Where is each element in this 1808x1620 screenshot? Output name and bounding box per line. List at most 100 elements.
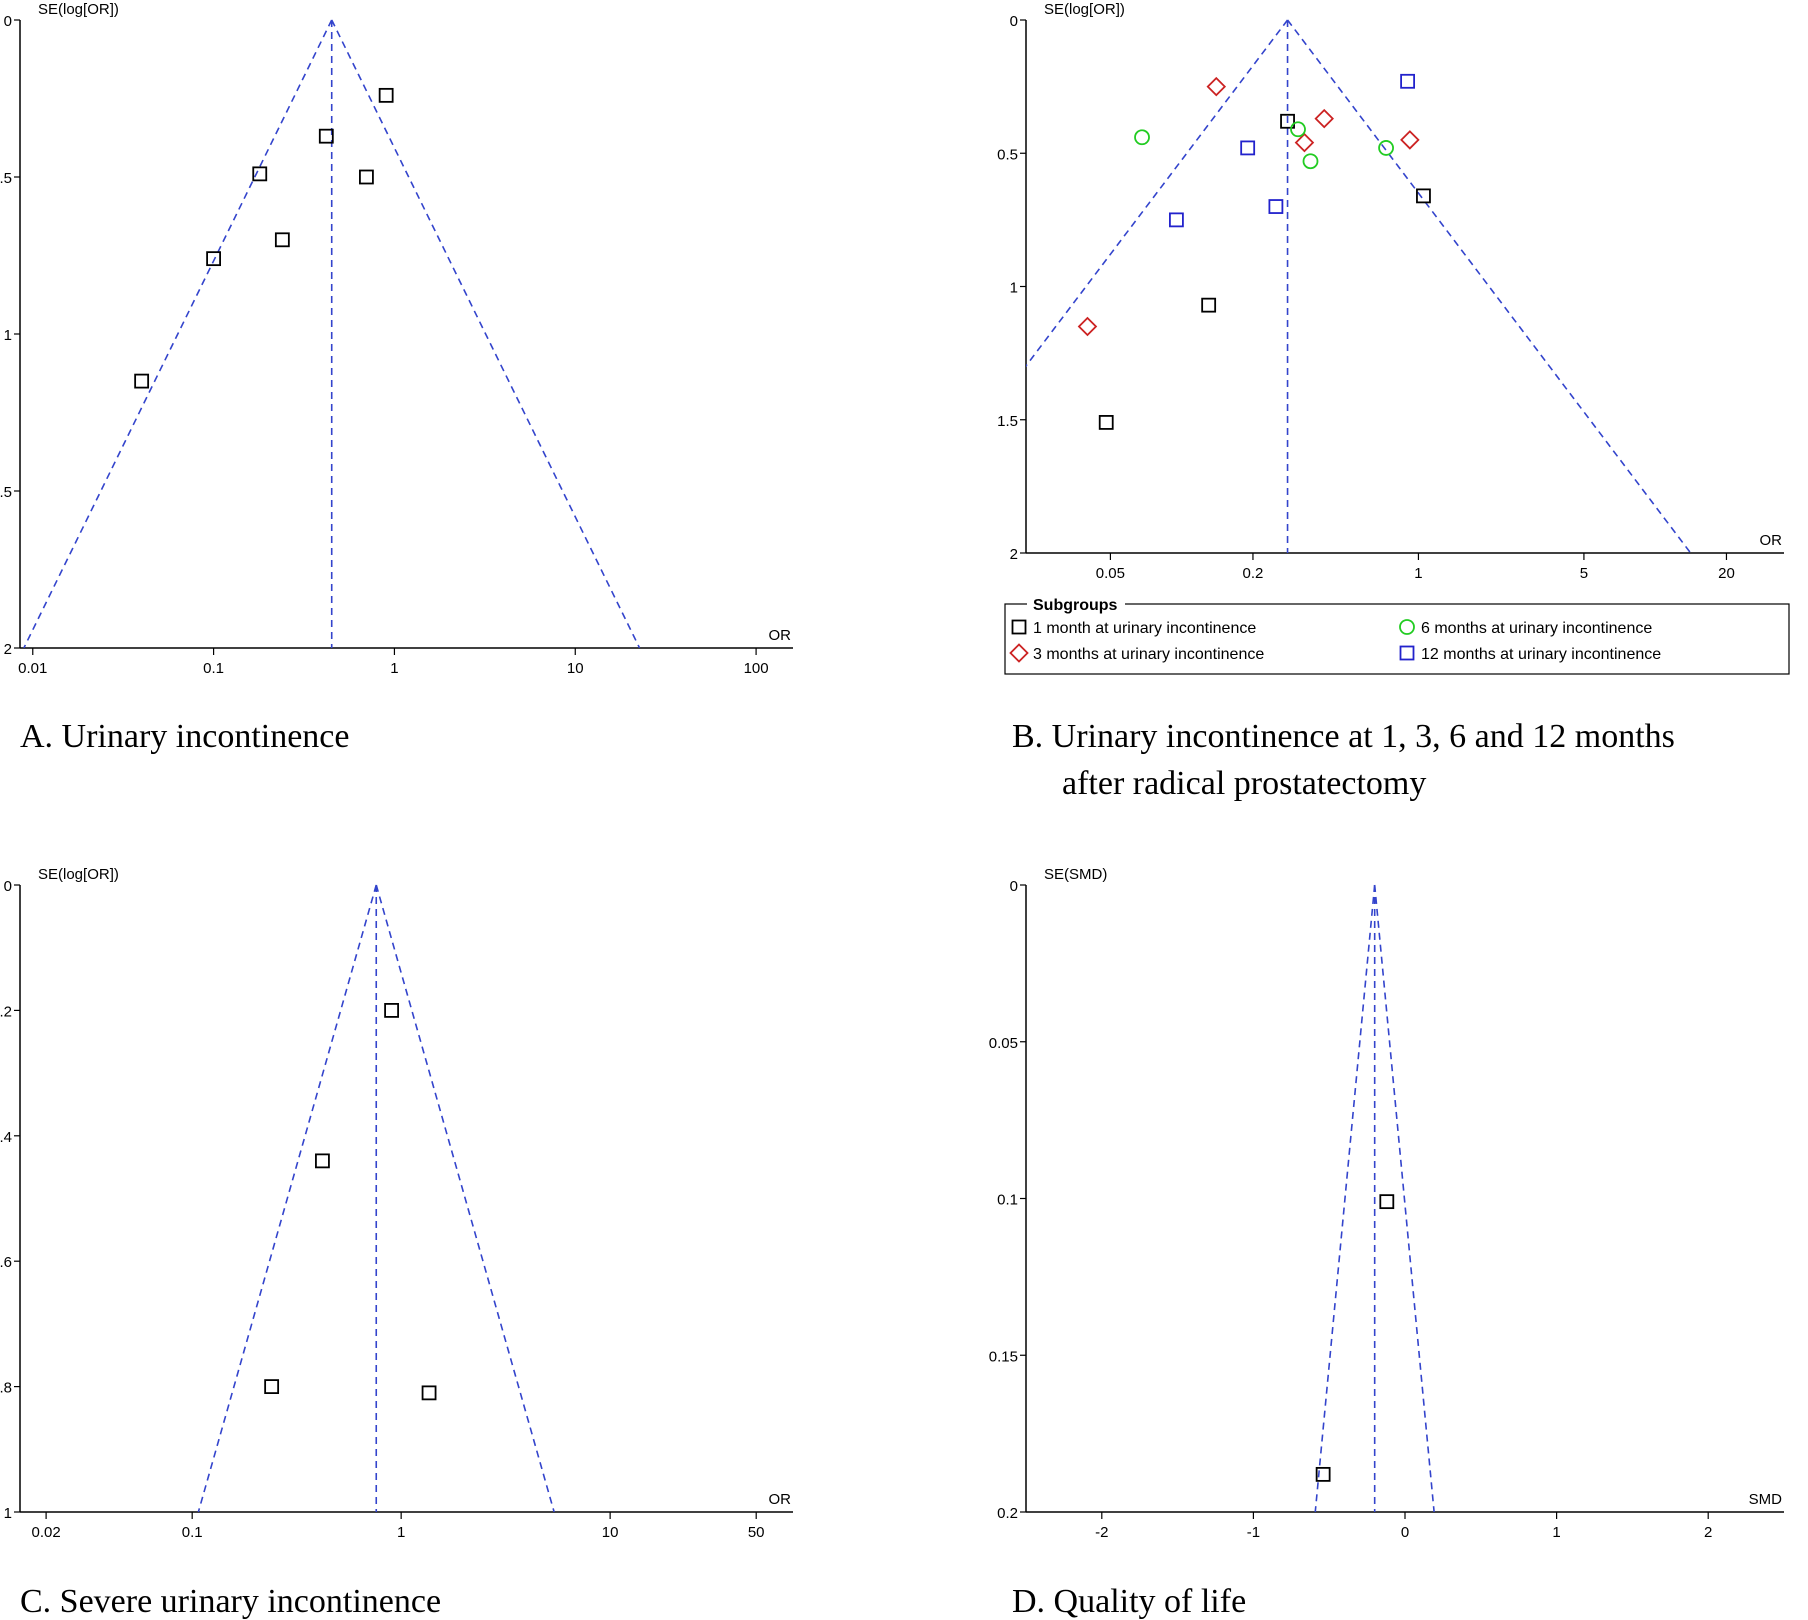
panel-caption: A. Urinary incontinence (20, 718, 350, 755)
panel-caption: C. Severe urinary incontinence (20, 1583, 441, 1620)
y-tick-label: 0.4 (0, 1129, 12, 1146)
x-tick-label: 2 (1704, 1524, 1712, 1541)
x-tick-label: 0.1 (182, 1524, 203, 1541)
x-tick-label: 0.02 (32, 1524, 61, 1541)
data-point (274, 232, 290, 248)
y-tick-label: 0.2 (997, 1505, 1018, 1522)
x-axis-title: SMD (1749, 1491, 1783, 1508)
x-tick-label: 50 (748, 1524, 765, 1541)
data-point (1400, 130, 1420, 150)
panel-caption: B. Urinary incontinence at 1, 3, 6 and 1… (1012, 718, 1675, 755)
x-tick-label: 10 (602, 1524, 619, 1541)
panel-caption-line-2: after radical prostatectomy (1062, 765, 1426, 802)
x-tick-label: 1 (397, 1524, 405, 1541)
data-point (1206, 76, 1227, 97)
data-point (1314, 108, 1334, 129)
panel-caption: D. Quality of life (1012, 1583, 1246, 1620)
y-tick-label: 0.6 (0, 1254, 12, 1271)
x-tick-label: 10 (567, 660, 584, 677)
y-tick-label: 0.15 (989, 1348, 1018, 1365)
y-axis-title: SE(SMD) (1044, 866, 1107, 883)
x-tick-label: 1 (1414, 565, 1422, 582)
legend-title-bg (1027, 594, 1125, 614)
funnel-lines (23, 19, 641, 648)
x-axis-title: OR (1760, 532, 1783, 549)
x-tick-label: 0.01 (18, 660, 47, 677)
data-point (315, 1153, 330, 1169)
legend: Subgroups 1 month at urinary incontinence… (1004, 594, 1790, 675)
y-tick-label: 0 (1010, 13, 1018, 30)
legend-marker (1399, 645, 1415, 661)
data-point (1315, 1466, 1331, 1482)
funnel-left-limit (197, 884, 378, 1512)
data-point (264, 1379, 280, 1394)
x-tick-label: -1 (1247, 1524, 1260, 1541)
data-point (1294, 132, 1315, 153)
data-point (1280, 113, 1295, 129)
data-point (1378, 140, 1394, 156)
x-tick-label: 20 (1718, 565, 1735, 582)
data-point (252, 166, 268, 182)
data-point (1416, 188, 1431, 204)
y-tick-label: 1.5 (0, 484, 12, 501)
y-tick-label: 0 (4, 13, 12, 30)
funnel-left-limit (23, 19, 333, 648)
y-tick-label: 2 (1010, 546, 1018, 563)
y-tick-label: 1.5 (997, 413, 1018, 430)
data-point (1077, 316, 1098, 337)
funnel-lines (1026, 19, 1692, 553)
panel-b: 0 0.5 1 1.5 2 0.05 0.2 1 5 20 SE(log[OR]) OR Subgrou… (997, 1, 1790, 802)
legend-title: Subgroups (1033, 597, 1118, 614)
x-tick-label: 5 (1580, 565, 1588, 582)
data-point (1400, 73, 1416, 89)
x-tick-label: -2 (1095, 1524, 1108, 1541)
x-tick-label: 1 (390, 660, 398, 677)
legend-label: 1 month at urinary incontinence (1033, 620, 1256, 637)
x-axis-title: OR (769, 627, 792, 644)
data-point (1379, 1194, 1395, 1210)
x-tick-label: 100 (744, 660, 769, 677)
x-tick-label: 0.1 (203, 660, 224, 677)
x-axis-title: OR (769, 1491, 792, 1508)
y-tick-label: 1 (4, 1505, 12, 1522)
data-point (1098, 415, 1114, 430)
data-point (378, 87, 394, 103)
y-axis-title: SE(log[OR]) (1044, 1, 1125, 18)
x-tick-label: 0 (1401, 1524, 1409, 1541)
legend-label: 3 months at urinary incontinence (1033, 646, 1264, 663)
legend-label: 6 months at urinary incontinence (1421, 620, 1652, 637)
y-tick-label: 0.8 (0, 1380, 12, 1397)
data-point (1240, 140, 1256, 156)
funnel-lines (197, 884, 555, 1512)
data-point (1302, 153, 1319, 170)
data-point (359, 169, 374, 185)
y-tick-label: 0.05 (989, 1035, 1018, 1052)
y-tick-label: 0.5 (997, 146, 1018, 163)
legend-marker (1009, 643, 1029, 663)
y-tick-label: 0.5 (0, 170, 12, 187)
panel-a: 0 0.5 1 1.5 2 0.01 0.1 1 10 100 SE(log[OR]) OR A. Ur… (0, 1, 793, 755)
data-point (206, 251, 221, 267)
data-point (384, 1003, 399, 1018)
y-axis-title: SE(log[OR]) (38, 866, 119, 883)
x-tick-label: 0.05 (1096, 565, 1125, 582)
y-axis-title: SE(log[OR]) (38, 1, 119, 18)
y-tick-label: 0.1 (997, 1192, 1018, 1209)
funnel-right-limit (330, 19, 641, 648)
y-tick-label: 0 (1010, 878, 1018, 895)
funnel-left-limit (1314, 884, 1376, 1512)
funnel-right-limit (375, 884, 555, 1512)
data-point (318, 128, 334, 144)
funnel-right-limit (1286, 19, 1692, 553)
panel-d: 0 0.05 0.1 0.15 0.2 -2 -1 0 1 2 SE(SMD) SMD D. Quali… (989, 866, 1784, 1620)
funnel-lines (1314, 884, 1435, 1512)
data-point (421, 1385, 437, 1401)
legend-marker (1399, 619, 1415, 635)
x-tick-label: 1 (1552, 1524, 1560, 1541)
y-tick-label: 1 (4, 327, 12, 344)
data-point (1201, 297, 1217, 313)
data-point (1268, 199, 1284, 214)
y-tick-label: 0 (4, 878, 12, 895)
y-tick-label: 1 (1010, 280, 1018, 297)
